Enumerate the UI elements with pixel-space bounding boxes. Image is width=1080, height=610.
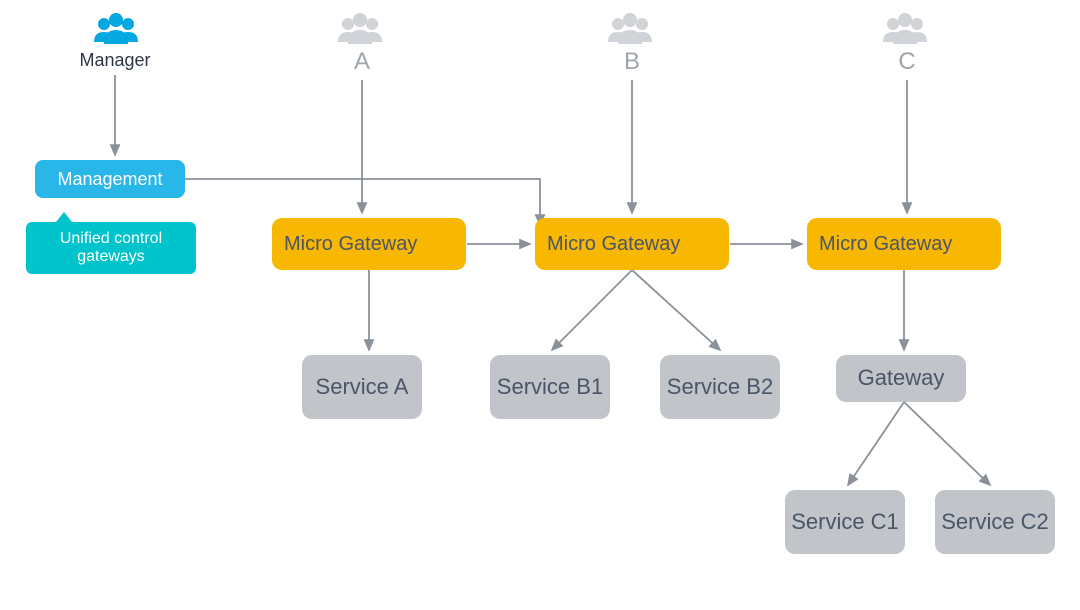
micro-gateway-b: Micro Gateway [535,218,729,270]
service-c2-box: Service C2 [935,490,1055,554]
unified-control-callout: Unified control gateways [26,222,196,274]
column-a-label: A [302,48,422,78]
management-text: Management [57,169,162,190]
micro-gateway-a: Micro Gateway [272,218,466,270]
gateway-c-text: Micro Gateway [819,233,952,256]
gateway-b-text: Micro Gateway [547,233,680,256]
service-b1-text: Service B1 [497,374,603,400]
architecture-diagram: Manager A B C Management Unified control… [0,0,1080,610]
gateway-a-text: Micro Gateway [284,233,417,256]
gateway-sub-text: Gateway [858,365,945,391]
column-b-people-icon [602,10,658,53]
service-c1-box: Service C1 [785,490,905,554]
arrows-layer [0,0,1080,610]
column-a-people-icon [332,10,388,53]
column-c-label: C [847,48,967,78]
service-a-text: Service A [316,374,409,400]
service-a-box: Service A [302,355,422,419]
manager-people-icon [88,10,144,53]
management-box: Management [35,160,185,198]
column-b-label: B [572,48,692,78]
manager-label: Manager [50,50,180,74]
column-c-people-icon [877,10,933,53]
callout-text: Unified control gateways [26,230,196,266]
service-b2-text: Service B2 [667,374,773,400]
micro-gateway-c: Micro Gateway [807,218,1001,270]
gateway-sub-box: Gateway [836,355,966,402]
service-c1-text: Service C1 [791,509,899,535]
service-c2-text: Service C2 [941,509,1049,535]
service-b2-box: Service B2 [660,355,780,419]
service-b1-box: Service B1 [490,355,610,419]
